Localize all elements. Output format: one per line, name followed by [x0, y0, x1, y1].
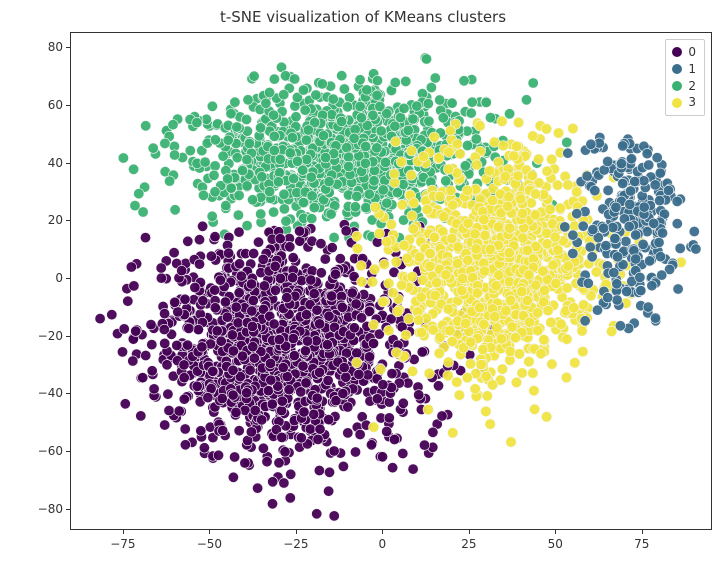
legend-marker [672, 81, 682, 91]
ytick-label: 0 [55, 271, 63, 285]
ytick-mark [66, 278, 71, 279]
xtick-label: 25 [461, 537, 476, 551]
ytick-label: −40 [38, 386, 63, 400]
ytick-label: 20 [48, 213, 63, 227]
legend-item: 3 [672, 94, 696, 111]
ytick-mark [66, 47, 71, 48]
legend-label: 1 [688, 61, 696, 78]
legend-item: 0 [672, 44, 696, 61]
ytick-mark [66, 105, 71, 106]
xtick-mark [209, 529, 210, 534]
legend: 0123 [665, 39, 705, 116]
legend-label: 3 [688, 94, 696, 111]
scatter-layer [71, 33, 711, 529]
xtick-mark [555, 529, 556, 534]
ytick-mark [66, 220, 71, 221]
figure: t-SNE visualization of KMeans clusters 0… [0, 0, 726, 562]
xtick-label: 0 [379, 537, 387, 551]
ytick-mark [66, 509, 71, 510]
chart-title: t-SNE visualization of KMeans clusters [0, 8, 726, 26]
xtick-mark [123, 529, 124, 534]
ytick-label: −60 [38, 444, 63, 458]
ytick-label: 80 [48, 40, 63, 54]
ytick-label: −80 [38, 502, 63, 516]
xtick-mark [382, 529, 383, 534]
xtick-label: 75 [634, 537, 649, 551]
ytick-mark [66, 451, 71, 452]
xtick-mark [642, 529, 643, 534]
ytick-mark [66, 393, 71, 394]
legend-marker [672, 47, 682, 57]
legend-label: 0 [688, 44, 696, 61]
xtick-label: −25 [283, 537, 308, 551]
plot-area: 0123 −75−50−250255075−80−60−40−200204060… [70, 32, 712, 530]
xtick-mark [469, 529, 470, 534]
ytick-label: −20 [38, 329, 63, 343]
legend-marker [672, 98, 682, 108]
legend-marker [672, 64, 682, 74]
ytick-label: 40 [48, 156, 63, 170]
ytick-label: 60 [48, 98, 63, 112]
legend-item: 1 [672, 61, 696, 78]
ytick-mark [66, 336, 71, 337]
legend-item: 2 [672, 78, 696, 95]
xtick-label: −75 [110, 537, 135, 551]
legend-label: 2 [688, 78, 696, 95]
ytick-mark [66, 163, 71, 164]
xtick-mark [296, 529, 297, 534]
xtick-label: 50 [548, 537, 563, 551]
xtick-label: −50 [197, 537, 222, 551]
